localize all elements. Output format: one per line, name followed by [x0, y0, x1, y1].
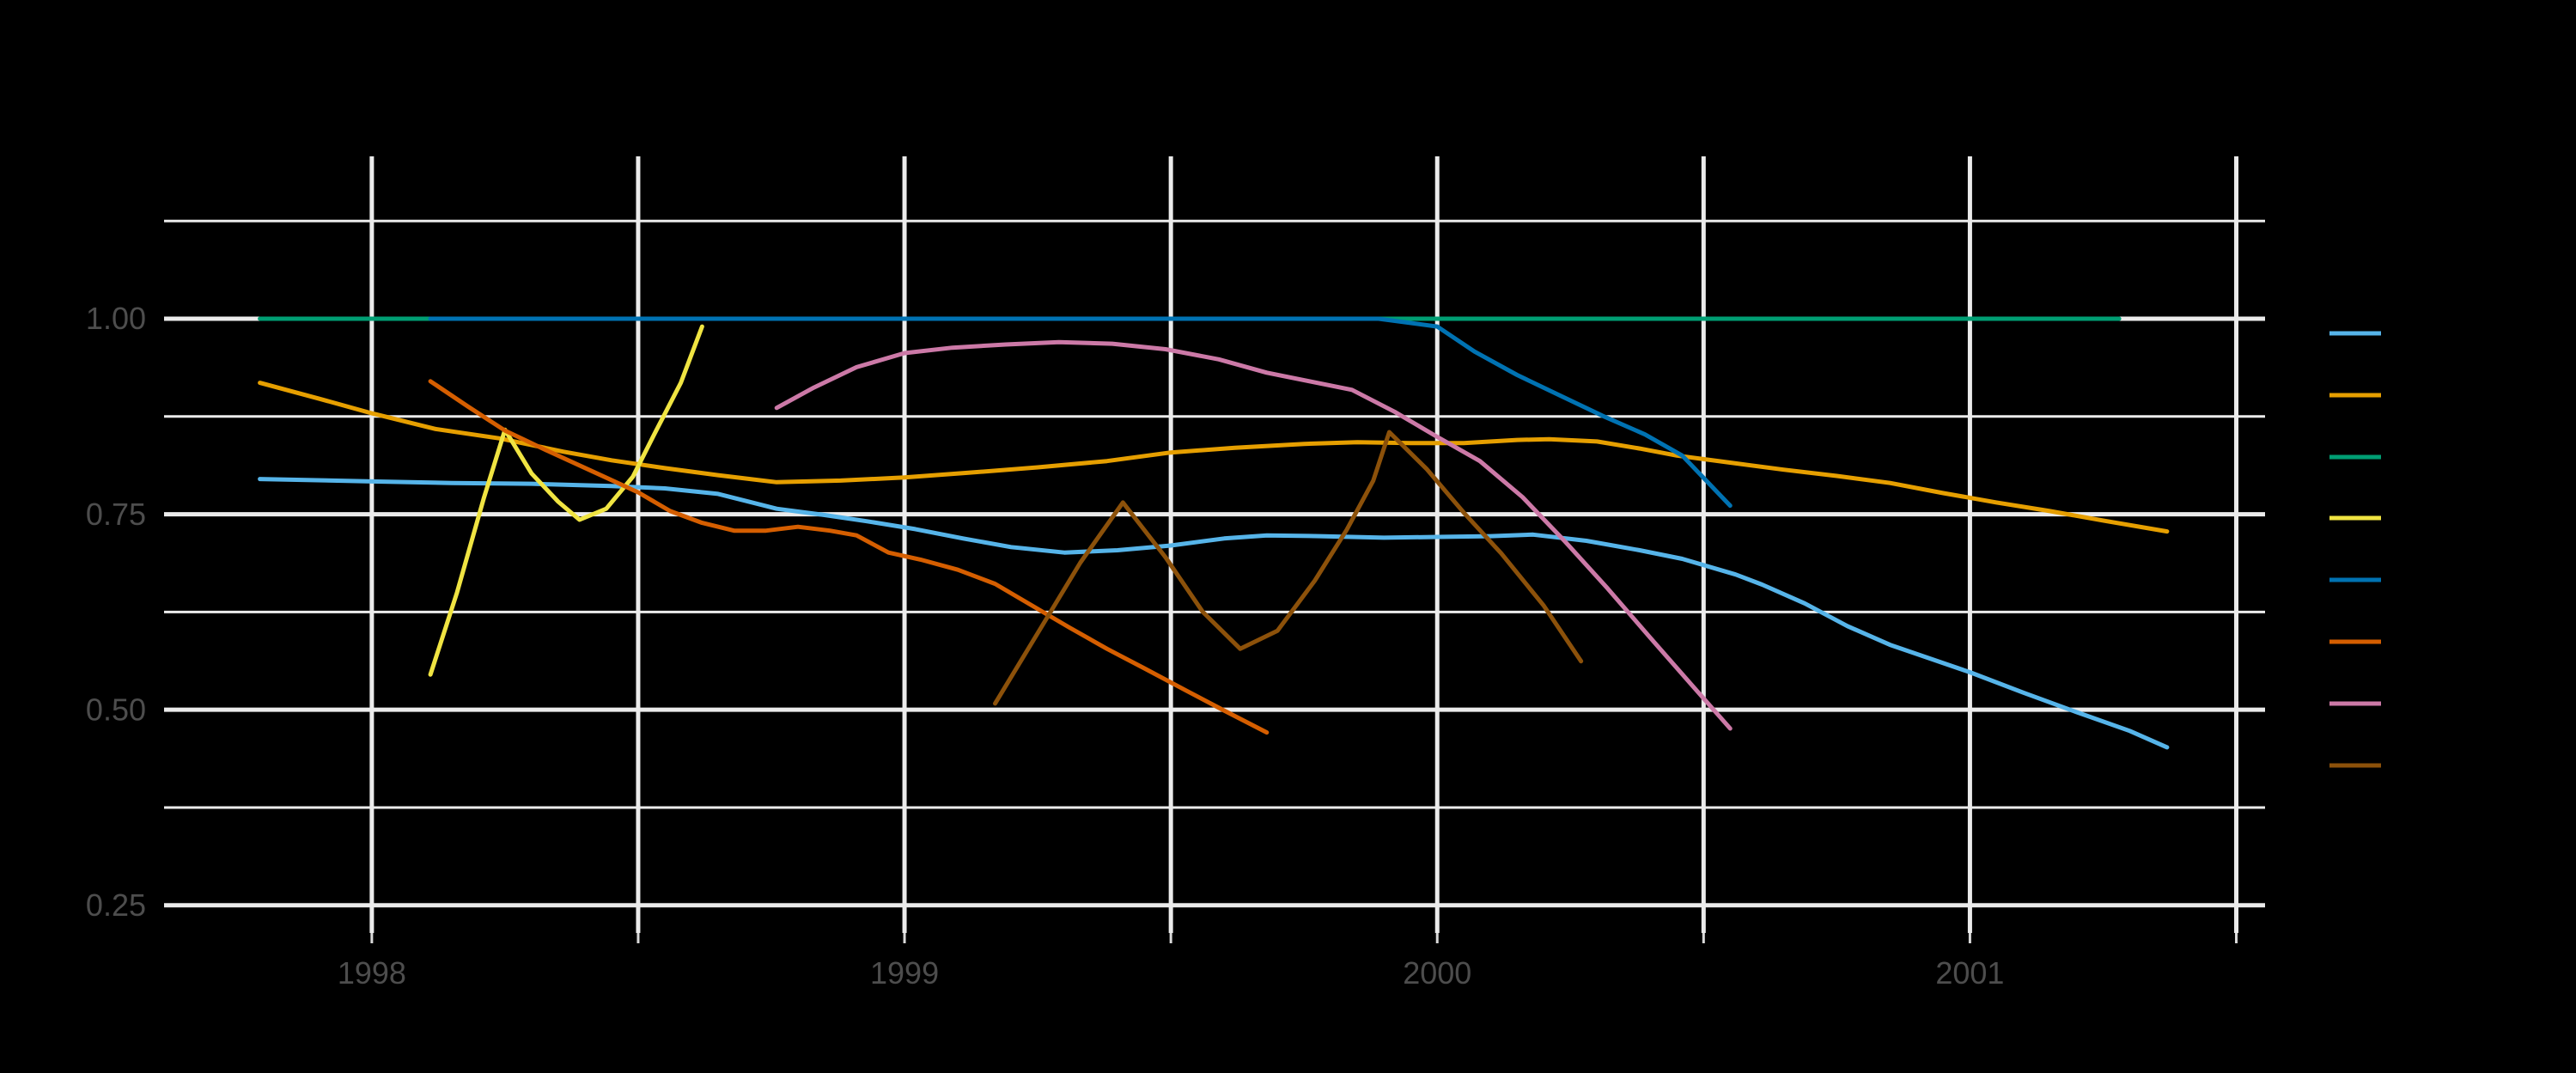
- series-line-series-7-pink: [774, 339, 1733, 731]
- series-line-series-8-brown: [993, 430, 1584, 706]
- x-tick-label: 2000: [1403, 955, 1471, 991]
- x-tick-label: 1998: [338, 955, 406, 991]
- y-tick-label: 0.75: [86, 497, 146, 532]
- y-tick-label: 1.00: [86, 301, 146, 336]
- series-line-series-6-vermillion: [428, 379, 1270, 735]
- series-line-series-4-yellow: [428, 324, 704, 677]
- series-line-series-1-sky-blue: [258, 477, 2170, 750]
- series-line-series-2-orange: [258, 381, 2170, 534]
- series-line-series-5-blue: [428, 316, 1733, 509]
- x-tick-label: 1999: [870, 955, 939, 991]
- y-tick-label: 0.50: [86, 692, 146, 727]
- y-tick-label: 0.25: [86, 887, 146, 923]
- x-tick-label: 2001: [1935, 955, 2004, 991]
